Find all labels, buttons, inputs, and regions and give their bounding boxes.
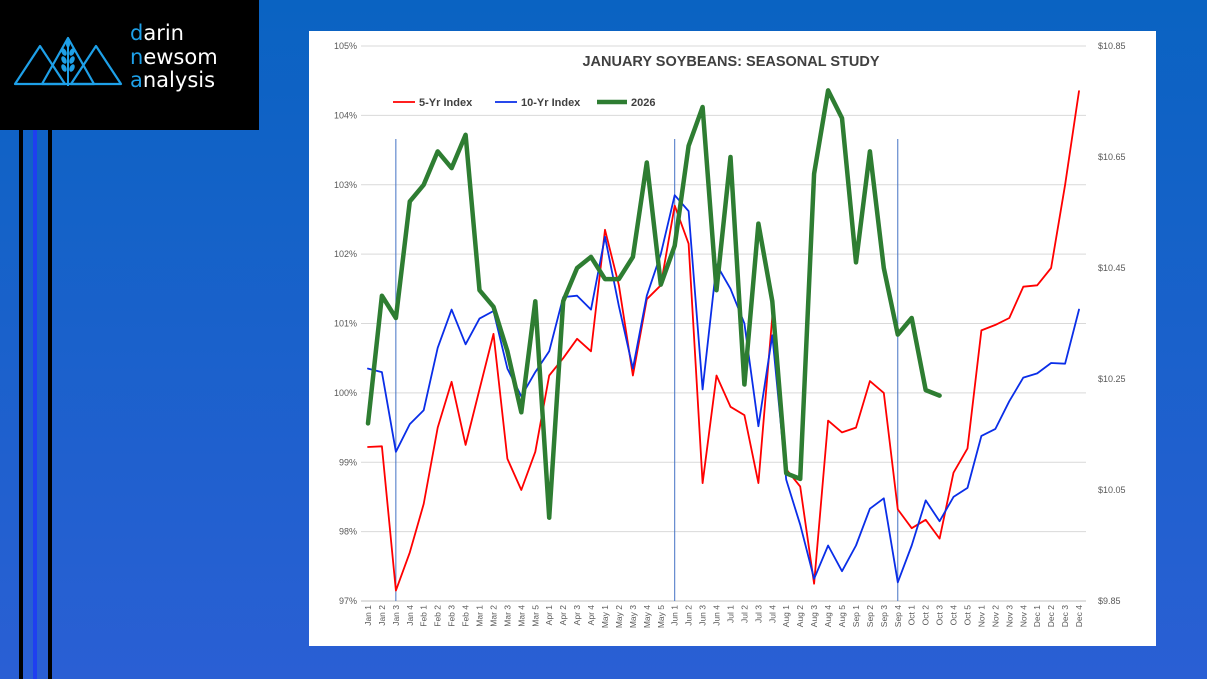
chart-title: JANUARY SOYBEANS: SEASONAL STUDY (582, 54, 879, 70)
seasonal-chart: 97% 98% 99% 100% 101% 102% 103% 104% 105% $9.85 $1… (334, 41, 1126, 628)
x-tick-label: Apr 3 (572, 605, 582, 626)
y-right-tick-label: $10.65 (1098, 152, 1126, 162)
x-tick-label: Nov 4 (1018, 605, 1028, 627)
x-tick-label: Jun 3 (698, 605, 708, 626)
x-tick-label: May 1 (600, 605, 610, 628)
logo-line-newsom: newsom (130, 44, 218, 69)
x-tick-label: Nov 2 (990, 605, 1000, 627)
x-tick-label: Sep 1 (851, 605, 861, 627)
y-right-tick-label: $10.25 (1098, 374, 1126, 384)
x-tick-label: Sep 3 (879, 605, 889, 627)
x-tick-label: Nov 1 (976, 605, 986, 627)
x-tick-label: Oct 5 (962, 605, 972, 626)
series-line-5-yr-index (367, 90, 1080, 592)
chart-card: 97% 98% 99% 100% 101% 102% 103% 104% 105% $9.85 $1… (309, 31, 1156, 646)
x-tick-label: Feb 4 (461, 605, 471, 627)
x-tick-label: May 4 (642, 605, 652, 628)
logo-wordmark: darin newsom analysis (130, 21, 218, 93)
wheat-mountains-icon (13, 36, 123, 86)
decor-bar-1 (19, 130, 23, 679)
x-tick-label: Aug 5 (837, 605, 847, 627)
logo-box: darin newsom analysis (0, 0, 259, 130)
y-left-tick-label: 97% (339, 596, 357, 606)
x-tick-label: Jul 4 (767, 605, 777, 623)
y-right-tick-label: $10.85 (1098, 41, 1126, 51)
decor-bar-2 (33, 130, 37, 679)
x-tick-label: Aug 4 (823, 605, 833, 627)
legend-label: 5-Yr Index (419, 97, 473, 109)
x-tick-label: Jun 1 (670, 605, 680, 626)
x-tick-label: Jul 1 (725, 605, 735, 623)
x-tick-label: Jan 4 (405, 605, 415, 626)
x-tick-label: Sep 4 (893, 605, 903, 627)
decor-bar-3 (48, 130, 52, 679)
y-left-tick-label: 104% (334, 110, 357, 120)
x-tick-label: Feb 2 (433, 605, 443, 627)
series-line-10-yr-index (367, 194, 1080, 584)
x-tick-label: Mar 5 (530, 605, 540, 627)
x-tick-label: Jul 2 (739, 605, 749, 623)
x-tick-label: Dec 3 (1060, 605, 1070, 627)
x-tick-label: Apr 4 (586, 605, 596, 626)
x-tick-label: Jul 3 (753, 605, 763, 623)
x-tick-label: Jun 4 (712, 605, 722, 626)
x-tick-label: May 3 (628, 605, 638, 628)
x-tick-label: Oct 3 (935, 605, 945, 626)
logo-line-analysis: analysis (130, 68, 216, 92)
y-right-tick-label: $10.05 (1098, 485, 1126, 495)
y-left-tick-label: 101% (334, 319, 357, 329)
x-tick-label: Jan 1 (363, 605, 373, 626)
legend-label: 10-Yr Index (521, 97, 581, 109)
x-tick-label: Oct 4 (949, 605, 959, 626)
x-tick-label: Feb 1 (419, 605, 429, 627)
y-left-tick-label: 103% (334, 180, 357, 190)
x-tick-label: Feb 3 (447, 605, 457, 627)
x-tick-label: Apr 2 (558, 605, 568, 626)
x-tick-label: Mar 3 (502, 605, 512, 627)
x-tick-label: Aug 2 (795, 605, 805, 627)
x-tick-label: Sep 2 (865, 605, 875, 627)
logo-line-darin: darin (130, 21, 184, 45)
y-left-tick-label: 102% (334, 249, 357, 259)
x-tick-label: Dec 1 (1032, 605, 1042, 627)
series-line-2026 (365, 88, 942, 520)
x-tick-label: Jan 3 (391, 605, 401, 626)
y-left-tick-label: 98% (339, 527, 357, 537)
y-left-tick-label: 99% (339, 457, 357, 467)
x-tick-label: Apr 1 (544, 605, 554, 626)
x-tick-label: Dec 4 (1074, 605, 1084, 627)
legend-label: 2026 (631, 97, 655, 109)
x-tick-label: Oct 2 (921, 605, 931, 626)
x-tick-label: Mar 2 (488, 605, 498, 627)
x-tick-label: Nov 3 (1004, 605, 1014, 627)
x-tick-label: May 2 (614, 605, 624, 628)
x-tick-label: Dec 2 (1046, 605, 1056, 627)
y-left-tick-label: 100% (334, 388, 357, 398)
x-tick-label: Aug 3 (809, 605, 819, 627)
x-tick-label: Oct 1 (907, 605, 917, 626)
x-tick-label: Mar 4 (516, 605, 526, 627)
x-tick-label: Mar 1 (475, 605, 485, 627)
x-tick-label: Aug 1 (781, 605, 791, 627)
y-right-tick-label: $10.45 (1098, 263, 1126, 273)
x-tick-label: May 5 (656, 605, 666, 628)
x-tick-label: Jun 2 (684, 605, 694, 626)
y-left-tick-label: 105% (334, 41, 357, 51)
x-tick-label: Jan 2 (377, 605, 387, 626)
y-right-tick-label: $9.85 (1098, 596, 1121, 606)
